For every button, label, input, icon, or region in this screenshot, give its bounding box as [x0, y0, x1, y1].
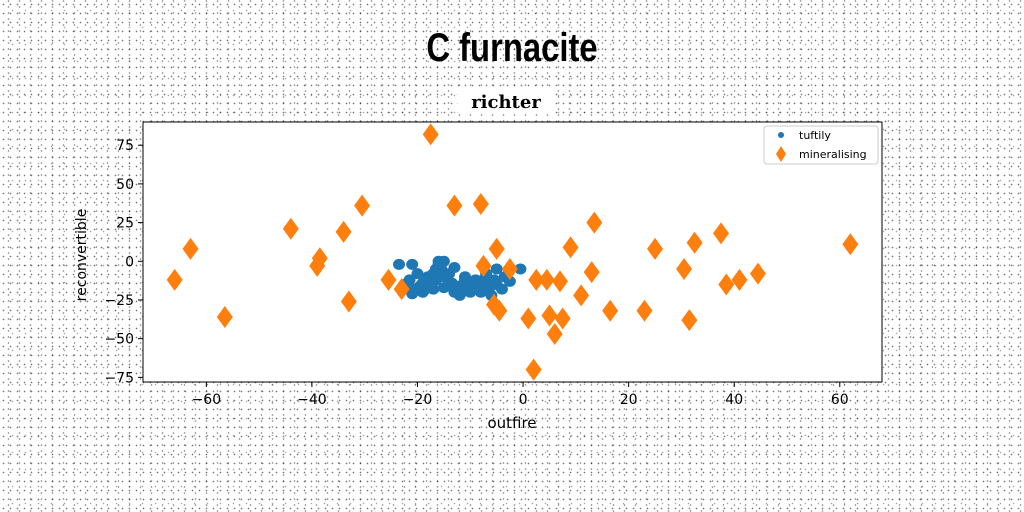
- x-axis-label: outfire: [487, 414, 536, 432]
- x-axis-ticks: −60 −40 −20 0 20 40 60: [192, 382, 849, 408]
- y-tick-label: −75: [104, 370, 134, 386]
- point-tuftily: [464, 287, 476, 298]
- y-tick-label: 50: [116, 177, 134, 193]
- y-axis-ticks: −75 −50 −25 0 25 50 75: [104, 138, 143, 386]
- y-axis-label: reconvertible: [74, 209, 90, 302]
- x-tick-label: 60: [831, 392, 849, 408]
- y-tick-label: 75: [116, 138, 134, 154]
- point-tuftily: [459, 271, 471, 282]
- y-tick-label: −50: [104, 332, 134, 348]
- x-tick-label: 20: [620, 392, 638, 408]
- point-tuftily: [443, 281, 455, 292]
- legend: tuftily mineralising: [764, 126, 878, 164]
- legend-label-tuftily: tuftily: [799, 129, 831, 142]
- point-tuftily: [433, 259, 445, 270]
- x-tick-label: 40: [725, 392, 743, 408]
- point-tuftily: [448, 262, 460, 273]
- x-tick-label: −60: [192, 392, 222, 408]
- point-tuftily: [427, 284, 439, 295]
- point-tuftily: [454, 290, 466, 301]
- y-tick-label: 0: [125, 254, 134, 270]
- x-tick-label: 0: [519, 392, 528, 408]
- y-tick-label: −25: [104, 293, 134, 309]
- y-tick-label: 25: [116, 216, 134, 232]
- x-tick-label: −20: [403, 392, 433, 408]
- chart-title: richter: [471, 92, 541, 113]
- legend-marker-tuftily: [778, 132, 784, 138]
- legend-label-mineralising: mineralising: [799, 148, 867, 161]
- point-tuftily: [480, 281, 492, 292]
- point-tuftily: [406, 259, 418, 270]
- point-tuftily: [491, 264, 503, 275]
- point-tuftily: [470, 274, 482, 285]
- x-tick-label: −40: [297, 392, 327, 408]
- point-tuftily: [414, 281, 426, 292]
- point-tuftily: [393, 259, 405, 270]
